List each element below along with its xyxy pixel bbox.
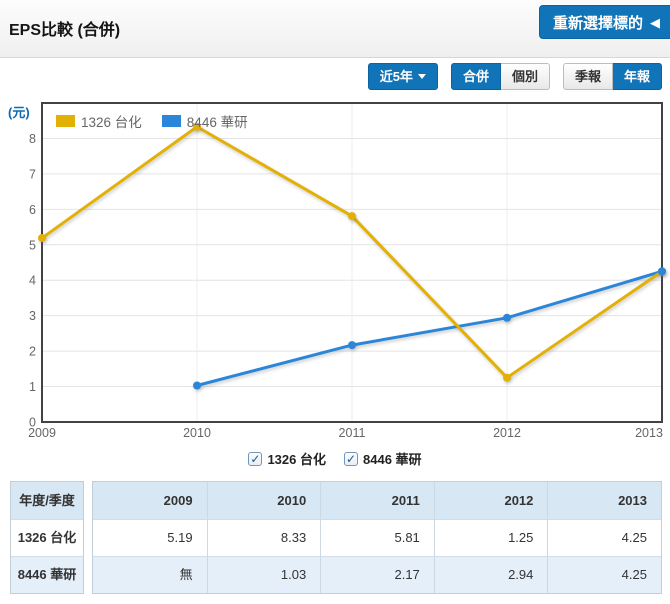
y-axis-tick-label: 3 — [29, 309, 36, 323]
series-color-swatch — [56, 115, 75, 127]
corner-header-cell: 年度/季度 — [11, 482, 83, 519]
col-header: 2012 — [433, 482, 548, 519]
x-axis-tick-label: 2012 — [493, 426, 521, 440]
value-cell: 1.03 — [206, 557, 321, 593]
data-point-marker — [38, 234, 46, 243]
view-consolidated-button[interactable]: 合併 — [450, 63, 501, 90]
value-cell: 8.33 — [206, 520, 321, 556]
series-color-swatch — [161, 115, 181, 127]
view-mode-group: 合併 個別 — [450, 63, 550, 90]
value-cell: 4.25 — [547, 520, 661, 556]
y-axis-tick-label: 2 — [29, 345, 36, 359]
value-cell: 4.25 — [547, 557, 661, 593]
checkbox-checked-icon[interactable]: ✓ — [248, 451, 263, 466]
data-point-marker — [658, 267, 666, 276]
data-point-marker — [348, 341, 356, 350]
reselect-target-button[interactable]: 重新選擇標的 ◀ — [538, 5, 670, 39]
value-cell: 2.94 — [433, 557, 548, 593]
row-label: 8446 華研 — [11, 556, 83, 593]
data-point-marker — [193, 381, 201, 390]
data-point-marker — [193, 122, 201, 131]
legend-item: 1326 台化 — [56, 111, 142, 131]
eps-line-chart: 0 1 2 3 4 5 6 7 8 2009 2010 2011 2012 2013 (元) 1326 台… — [0, 100, 670, 445]
series-toggle-label: 8446 華研 — [363, 452, 422, 467]
caret-down-icon — [417, 74, 426, 79]
x-axis-tick-label: 2010 — [183, 426, 211, 440]
y-axis-tick-label: 4 — [29, 274, 36, 288]
reselect-button-label: 重新選擇標的 — [552, 14, 643, 32]
value-cell: 無 — [93, 557, 207, 593]
table-row-header-column: 年度/季度 1326 台化 8446 華研 — [10, 481, 84, 594]
series-toggle-1326[interactable]: ✓ 1326 台化 — [248, 449, 326, 468]
table-column-gap — [84, 481, 92, 594]
x-axis-tick-label: 2013 — [635, 426, 663, 440]
col-header: 2013 — [547, 482, 661, 519]
table-values-grid: 2009 2010 2011 2012 2013 5.19 8.33 5.81 … — [92, 481, 662, 594]
value-cell: 5.81 — [320, 520, 434, 556]
series-toggle-8446[interactable]: ✓ 8446 華研 — [344, 449, 422, 468]
row-label: 1326 台化 — [11, 519, 83, 556]
legend-label: 8446 華研 — [186, 115, 248, 130]
title-bar: EPS比較 (合併) 重新選擇標的 ◀ — [0, 0, 670, 58]
plot-border — [41, 102, 663, 423]
view-individual-button[interactable]: 個別 — [500, 63, 550, 90]
table-header-row: 2009 2010 2011 2012 2013 — [93, 482, 661, 519]
checkbox-checked-icon[interactable]: ✓ — [344, 451, 358, 466]
y-axis-tick-label: 7 — [29, 167, 36, 181]
table-row: 無 1.03 2.17 2.94 4.25 — [93, 556, 661, 593]
period-annual-button[interactable]: 年報 — [612, 63, 662, 90]
legend-item: 8446 華研 — [161, 111, 248, 131]
value-cell: 1.25 — [433, 520, 548, 556]
y-axis-tick-label: 8 — [29, 132, 36, 146]
col-header: 2011 — [320, 482, 434, 519]
chart-toolbar: 近5年 合併 個別 季報 年報 — [367, 63, 662, 90]
period-mode-group: 季報 年報 — [562, 63, 662, 90]
chart-legend: 1326 台化 8446 華研 — [56, 111, 248, 131]
legend-label: 1326 台化 — [81, 115, 142, 130]
series-line — [196, 269, 663, 387]
chart-canvas: 0 1 2 3 4 5 6 7 8 2009 2010 2011 2012 2013 — [28, 102, 666, 440]
range-dropdown-button[interactable]: 近5年 — [367, 63, 438, 90]
col-header: 2009 — [93, 482, 207, 519]
y-axis-unit-label: (元) — [8, 105, 30, 120]
data-point-marker — [503, 313, 511, 322]
x-axis-tick-label: 2011 — [339, 426, 366, 440]
back-arrow-icon: ◀ — [650, 14, 660, 30]
y-axis-tick-label: 5 — [29, 238, 36, 252]
value-cell: 5.19 — [167, 530, 193, 545]
y-axis-tick-label: 0 — [29, 416, 36, 430]
y-axis-tick-label: 6 — [29, 203, 36, 217]
series-toggle-label: 1326 台化 — [267, 452, 326, 467]
col-header: 2010 — [206, 482, 321, 519]
data-point-marker — [503, 373, 511, 382]
value-cell: 2.17 — [320, 557, 434, 593]
period-quarterly-button[interactable]: 季報 — [562, 63, 613, 90]
range-dropdown-label: 近5年 — [379, 69, 413, 84]
eps-data-table: 年度/季度 1326 台化 8446 華研 2009 2010 2011 201… — [10, 481, 662, 594]
table-row: 5.19 8.33 5.81 1.25 4.25 — [93, 519, 661, 556]
series-toggle-row: ✓ 1326 台化 ✓ 8446 華研 — [0, 449, 670, 468]
y-axis-tick-label: 1 — [29, 380, 36, 394]
x-axis-tick-label: 2009 — [28, 426, 56, 440]
page-title: EPS比較 (合併) — [9, 22, 121, 39]
data-point-marker — [348, 212, 356, 221]
